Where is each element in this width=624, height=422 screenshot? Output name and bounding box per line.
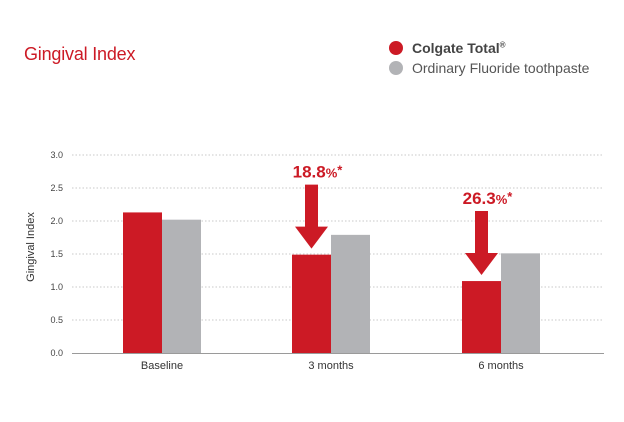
y-axis-label: Gingival Index <box>25 212 37 282</box>
x-tick-label: 3 months <box>308 360 354 372</box>
reduction-unit: % <box>496 192 508 207</box>
registered-mark: ® <box>499 40 506 50</box>
reduction-value: 26.3 <box>463 189 496 208</box>
bar-colgate-total <box>292 254 331 353</box>
x-tick-label: 6 months <box>478 360 524 372</box>
y-tick-label: 0.0 <box>50 348 63 358</box>
bar-ordinary-fluoride <box>331 234 370 353</box>
legend-label-colgate-total: Colgate Total® <box>412 40 506 56</box>
reduction-value: 18.8 <box>293 163 326 182</box>
reduction-mark: * <box>337 163 343 178</box>
bar-colgate-total <box>123 212 162 353</box>
legend-label-ordinary-fluoride: Ordinary Fluoride toothpaste <box>412 60 590 76</box>
legend-item-colgate-total: Colgate Total® <box>389 38 589 58</box>
y-tick-label: 2.5 <box>50 183 63 193</box>
down-arrow-icon <box>295 184 328 249</box>
x-tick-label: Baseline <box>141 360 183 372</box>
legend-swatch-grey <box>389 61 403 75</box>
down-arrow-icon <box>465 211 498 276</box>
y-tick-label: 1.0 <box>50 282 63 292</box>
reduction-label: 26.3%* <box>463 189 514 208</box>
bar-ordinary-fluoride <box>501 253 540 353</box>
reduction-label: 18.8%* <box>293 163 344 182</box>
legend: Colgate Total® Ordinary Fluoride toothpa… <box>389 38 589 78</box>
legend-swatch-red <box>389 41 403 55</box>
legend-item-ordinary-fluoride: Ordinary Fluoride toothpaste <box>389 58 589 78</box>
reduction-mark: * <box>507 189 513 204</box>
bar-colgate-total <box>462 281 501 353</box>
y-tick-label: 0.5 <box>50 315 63 325</box>
y-tick-label: 2.0 <box>50 216 63 226</box>
bar-ordinary-fluoride <box>162 219 201 353</box>
y-tick-label: 3.0 <box>50 150 63 160</box>
chart-title: Gingival Index <box>24 44 136 64</box>
y-tick-label: 1.5 <box>50 249 63 259</box>
reduction-unit: % <box>326 166 338 181</box>
